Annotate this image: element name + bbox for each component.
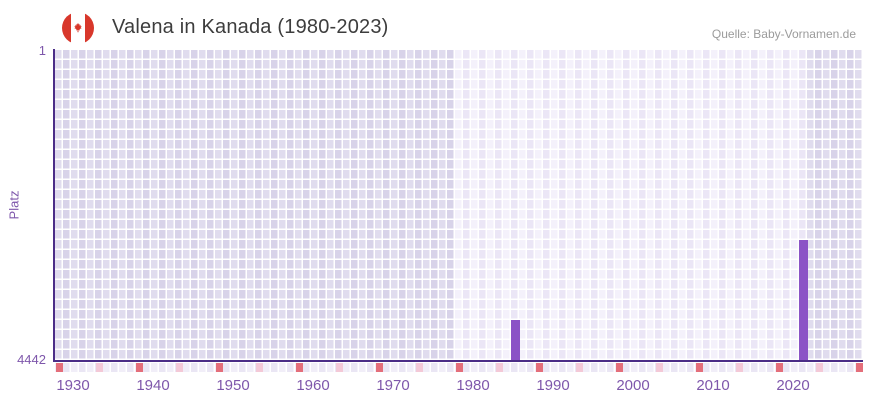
x-tick-label-2000: 2000 [616,377,650,394]
half-decade-marker-1965 [336,363,343,372]
x-tick-label-1940: 1940 [136,377,170,394]
decade-marker-1980 [456,363,463,372]
grid-band-pre-1980 [55,50,455,360]
x-tick-label-2010: 2010 [696,377,730,394]
x-tick-label-1990: 1990 [536,377,570,394]
half-decade-marker-1955 [256,363,263,372]
x-tick-label-2020: 2020 [776,377,810,394]
x-tick-label-1960: 1960 [296,377,330,394]
half-decade-marker-1935 [96,363,103,372]
bar-2022[interactable] [799,239,808,360]
x-tick-label-1970: 1970 [376,377,410,394]
decade-marker-1950 [216,363,223,372]
y-axis-min-label: 4442 [17,352,46,367]
decade-marker-1960 [296,363,303,372]
bar-1986[interactable] [511,320,520,360]
x-tick-label-1930: 1930 [56,377,90,394]
decade-marker-2010 [696,363,703,372]
half-decade-marker-1985 [496,363,503,372]
half-decade-marker-1995 [576,363,583,372]
y-axis-title: Platz [6,190,22,220]
grid-band-1980-2023 [455,50,807,360]
x-tick-label-1980: 1980 [456,377,490,394]
half-decade-marker-2025 [816,363,823,372]
decade-marker-2030 [856,363,863,372]
decade-marker-1930 [56,363,63,372]
decade-marker-2000 [616,363,623,372]
canada-flag-icon [62,12,94,44]
grid-band-post-2023 [807,50,863,360]
page-title: Valena in Kanada (1980-2023) [112,16,389,38]
y-axis-max-label: 1 [38,43,46,58]
half-decade-marker-2015 [736,363,743,372]
decade-marker-1940 [136,363,143,372]
x-axis-line [53,360,863,362]
chart-area [55,50,863,360]
x-tick-label-1950: 1950 [216,377,250,394]
half-decade-marker-1975 [416,363,423,372]
decade-marker-1970 [376,363,383,372]
y-axis-line [53,49,55,362]
decade-marker-1990 [536,363,543,372]
source-label: Quelle: Baby-Vornamen.de [711,27,856,41]
half-decade-marker-1945 [176,363,183,372]
decade-marker-2020 [776,363,783,372]
half-decade-marker-2005 [656,363,663,372]
